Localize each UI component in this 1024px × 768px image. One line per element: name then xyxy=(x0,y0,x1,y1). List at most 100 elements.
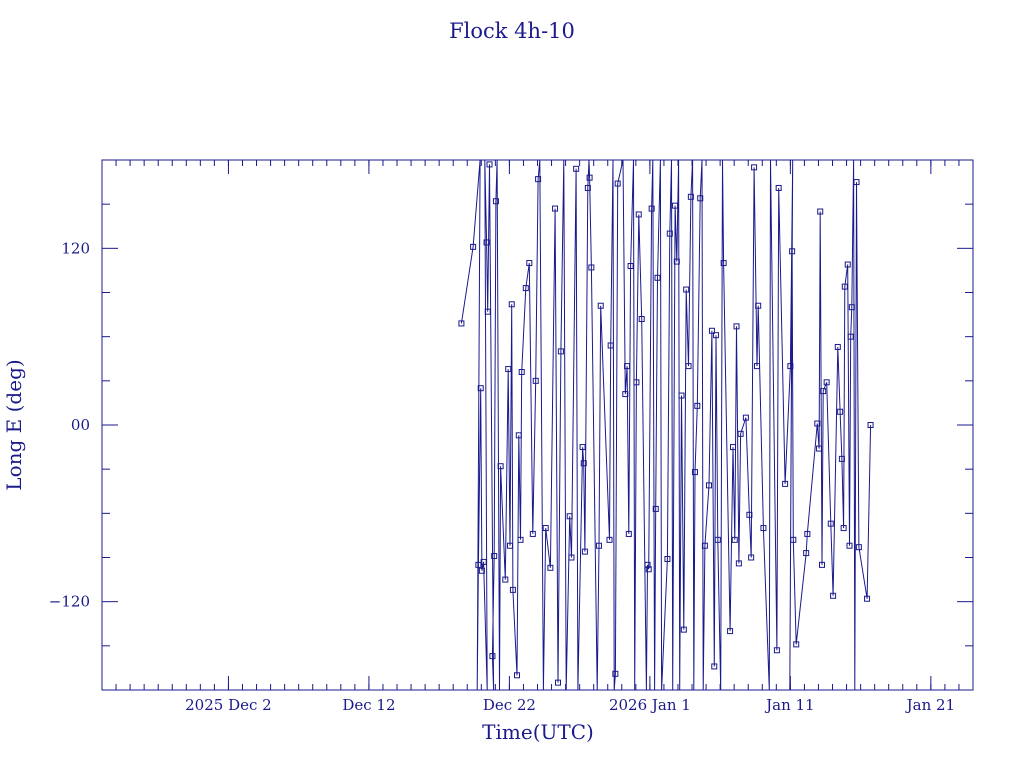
data-point xyxy=(580,460,587,467)
x-axis-label: Time(UTC) xyxy=(482,720,594,744)
data-point xyxy=(830,592,837,599)
data-point xyxy=(730,444,737,451)
data-point xyxy=(566,513,573,520)
data-point xyxy=(814,420,821,427)
data-point xyxy=(606,536,613,543)
data-point xyxy=(775,184,782,191)
x-tick-label: 2026 Jan 1 xyxy=(609,696,691,714)
data-point xyxy=(782,480,789,487)
data-point xyxy=(622,391,629,398)
data-point xyxy=(666,230,673,237)
data-point xyxy=(635,211,642,218)
data-point xyxy=(731,536,738,543)
data-point xyxy=(514,672,521,679)
data-point xyxy=(477,385,484,392)
x-tick-label: Jan 11 xyxy=(764,696,814,714)
data-point xyxy=(517,536,524,543)
data-point xyxy=(522,285,529,292)
data-point xyxy=(823,379,830,386)
data-point xyxy=(867,422,874,428)
data-point xyxy=(837,408,844,415)
data-point xyxy=(746,511,753,518)
data-point xyxy=(751,164,758,171)
data-point xyxy=(855,544,862,551)
data-point xyxy=(586,174,593,181)
data-point xyxy=(840,525,847,532)
data-point xyxy=(685,363,692,370)
chart-title: Flock 4h-10 xyxy=(449,19,575,43)
data-point xyxy=(597,302,604,309)
data-point xyxy=(680,626,687,633)
data-point xyxy=(554,679,561,686)
data-point xyxy=(735,560,742,567)
data-point xyxy=(515,432,522,439)
y-tick-label: −120 xyxy=(49,593,90,611)
data-point xyxy=(789,248,796,255)
data-point xyxy=(614,180,621,187)
data-point xyxy=(579,444,586,451)
data-point xyxy=(529,530,536,537)
data-point xyxy=(697,195,704,202)
data-point xyxy=(694,402,701,409)
data-point xyxy=(727,628,734,635)
data-point xyxy=(627,263,634,269)
data-point xyxy=(458,320,465,327)
data-point xyxy=(607,342,614,349)
y-tick-label: 120 xyxy=(61,239,90,257)
data-point xyxy=(748,554,755,561)
data-point xyxy=(846,542,853,549)
data-point xyxy=(470,243,477,250)
data-point xyxy=(542,525,549,532)
data-point xyxy=(645,566,652,573)
data-point xyxy=(820,388,827,395)
data-point xyxy=(818,561,825,568)
data-point xyxy=(673,258,680,265)
x-tick-label: 2025 Dec 2 xyxy=(185,696,272,714)
data-point xyxy=(625,530,632,537)
data-point xyxy=(568,554,575,561)
data-point xyxy=(713,332,720,339)
y-axis-label: Long E (deg) xyxy=(2,359,26,490)
data-point xyxy=(633,379,640,386)
data-point xyxy=(506,542,513,549)
data-point xyxy=(733,323,740,330)
data-point xyxy=(581,548,588,555)
data-point xyxy=(518,369,525,375)
x-tick-label: Jan 21 xyxy=(905,696,955,714)
data-point xyxy=(489,653,496,660)
data-point xyxy=(754,363,761,370)
data-point xyxy=(535,176,542,183)
data-point xyxy=(790,536,797,543)
data-point xyxy=(526,260,533,267)
data-point xyxy=(491,553,498,560)
data-point xyxy=(804,530,811,537)
data-point xyxy=(711,663,718,670)
data-point xyxy=(706,482,713,489)
data-point xyxy=(483,239,490,246)
data-point xyxy=(714,536,721,543)
y-tick-label: 00 xyxy=(71,416,90,434)
data-point xyxy=(573,165,580,172)
data-point xyxy=(755,302,762,309)
data-point xyxy=(644,561,651,568)
data-point xyxy=(486,161,493,168)
data-point xyxy=(737,430,744,437)
data-point xyxy=(552,205,559,212)
data-point xyxy=(595,542,602,549)
data-point xyxy=(478,567,485,574)
data-point xyxy=(654,274,661,281)
data-point xyxy=(678,392,685,399)
data-point xyxy=(509,586,516,593)
data-point xyxy=(817,208,824,215)
data-point xyxy=(664,555,671,562)
data-point xyxy=(612,670,619,677)
data-point xyxy=(838,455,845,462)
data-point xyxy=(834,343,841,350)
data-point xyxy=(760,525,767,532)
data-point xyxy=(648,205,655,212)
data-point xyxy=(683,286,690,293)
data-point xyxy=(793,641,800,648)
data-point xyxy=(672,202,679,209)
data-point xyxy=(508,301,515,308)
